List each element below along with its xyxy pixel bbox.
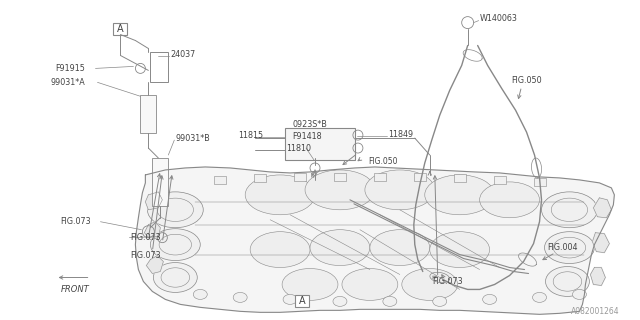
Text: FIG.073: FIG.073 <box>432 277 462 286</box>
Bar <box>374 173 386 181</box>
Polygon shape <box>136 167 614 314</box>
Ellipse shape <box>342 268 398 300</box>
Ellipse shape <box>282 268 338 300</box>
Text: 99031*B: 99031*B <box>175 133 210 143</box>
Ellipse shape <box>532 292 547 302</box>
Bar <box>152 158 168 206</box>
Text: FIG.073: FIG.073 <box>131 233 161 242</box>
Text: 11849: 11849 <box>388 130 413 139</box>
Text: A082001264: A082001264 <box>571 307 620 316</box>
Ellipse shape <box>402 268 458 300</box>
Ellipse shape <box>430 232 490 268</box>
Polygon shape <box>593 198 611 218</box>
Ellipse shape <box>193 289 207 300</box>
Ellipse shape <box>370 230 430 266</box>
Ellipse shape <box>333 296 347 306</box>
Text: FIG.050: FIG.050 <box>368 157 397 166</box>
Ellipse shape <box>545 267 589 296</box>
Text: W140063: W140063 <box>479 14 518 23</box>
Bar <box>150 52 168 82</box>
Bar <box>214 176 226 184</box>
Ellipse shape <box>147 192 204 228</box>
Ellipse shape <box>150 229 200 260</box>
Bar <box>113 23 127 35</box>
Text: F91915: F91915 <box>56 64 86 73</box>
Ellipse shape <box>479 182 540 218</box>
Text: FIG.004: FIG.004 <box>547 243 578 252</box>
Text: 99031*A: 99031*A <box>51 78 85 87</box>
Ellipse shape <box>250 232 310 268</box>
Ellipse shape <box>572 289 586 300</box>
Ellipse shape <box>483 294 497 304</box>
Text: FIG.050: FIG.050 <box>511 76 542 85</box>
Bar <box>140 95 156 133</box>
Ellipse shape <box>283 294 297 304</box>
Ellipse shape <box>154 262 197 292</box>
Ellipse shape <box>365 170 435 210</box>
Ellipse shape <box>433 296 447 306</box>
Bar <box>414 173 426 181</box>
Ellipse shape <box>233 292 247 302</box>
Bar <box>254 174 266 182</box>
Text: 24037: 24037 <box>170 50 196 59</box>
Text: 0923S*B: 0923S*B <box>292 120 327 129</box>
Bar <box>295 295 309 307</box>
Text: 11810: 11810 <box>286 144 311 153</box>
Text: A: A <box>299 296 305 306</box>
Bar <box>493 176 506 184</box>
Ellipse shape <box>425 175 495 215</box>
Polygon shape <box>147 256 163 274</box>
Ellipse shape <box>541 192 597 228</box>
Polygon shape <box>591 268 605 285</box>
Ellipse shape <box>245 175 315 215</box>
Bar <box>285 128 355 160</box>
Bar <box>294 173 306 181</box>
Text: FIG.073: FIG.073 <box>131 251 161 260</box>
Text: F91418: F91418 <box>292 132 322 140</box>
Bar <box>334 173 346 181</box>
Polygon shape <box>145 192 163 210</box>
Text: 11815: 11815 <box>238 131 263 140</box>
Polygon shape <box>145 222 161 240</box>
Polygon shape <box>593 233 609 252</box>
Ellipse shape <box>310 230 370 266</box>
Text: FRONT: FRONT <box>61 285 90 294</box>
Bar <box>454 174 466 182</box>
Text: A: A <box>117 24 124 34</box>
Ellipse shape <box>305 170 375 210</box>
Bar <box>534 178 545 186</box>
Ellipse shape <box>545 232 595 264</box>
Ellipse shape <box>383 296 397 306</box>
Text: FIG.073: FIG.073 <box>61 217 91 226</box>
